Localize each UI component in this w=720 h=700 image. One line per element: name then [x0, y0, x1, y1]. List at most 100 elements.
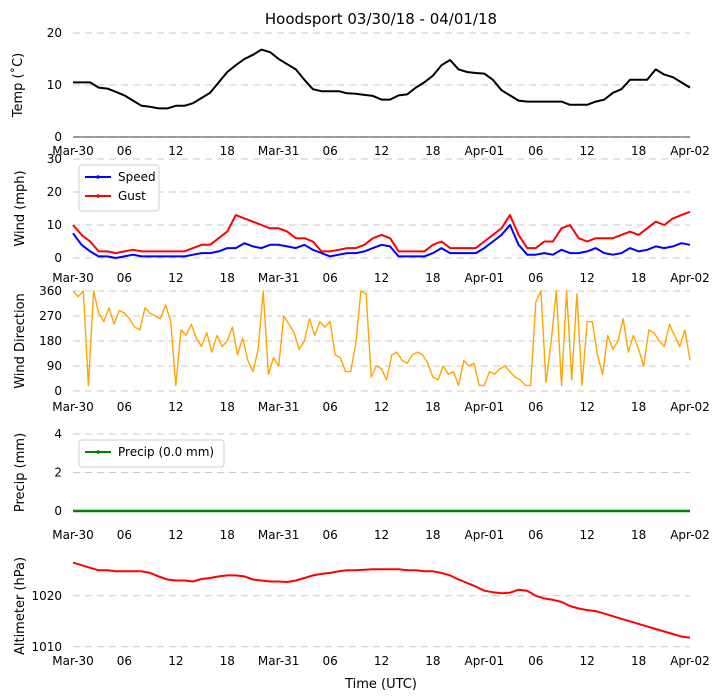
dir-x-tick-label: 18 [220, 400, 235, 414]
temp-y-tick-label: 10 [47, 78, 62, 92]
wind-y-tick-label: 10 [47, 218, 62, 232]
wind-legend-marker [96, 194, 100, 198]
precip-x-tick-label: Apr-02 [670, 528, 710, 542]
dir-x-tick-label: 06 [528, 400, 543, 414]
dir-x-tick-label: Apr-01 [465, 400, 505, 414]
dir-y-tick-label: 90 [47, 359, 62, 373]
wind-legend-label: Speed [118, 170, 156, 184]
temp-x-tick-label: 18 [631, 144, 646, 158]
temp-x-tick-label: 06 [528, 144, 543, 158]
dir-x-tick-label: 18 [425, 400, 440, 414]
wind-x-tick-label: Mar-30 [52, 271, 93, 285]
wind-legend-label: Gust [118, 189, 146, 203]
precip-legend-label: Precip (0.0 mm) [118, 445, 214, 459]
precip-y-tick-label: 4 [54, 427, 62, 441]
temp-x-tick-label: Mar-30 [52, 144, 93, 158]
temp-panel: 0 10 20 Temp (˚C) Mar-30 06 12 18 Mar-31 06 12 18 Ap… [10, 26, 710, 158]
temp-x-tick-label: Apr-02 [670, 144, 710, 158]
dir-y-tick-label: 0 [54, 384, 62, 398]
alt-series-line-alt [72, 561, 691, 639]
wind-panel: 0 10 20 30 Wind (mph) Mar-30 06 12 18 Mar-31 06 12 1… [13, 152, 710, 285]
precip-legend-box [78, 439, 225, 468]
temp-y-tick-label: 20 [47, 26, 62, 40]
dir-y-tick-label: 360 [39, 284, 62, 298]
alt-x-tick-label: 12 [374, 654, 389, 668]
precip-x-tick-label: 18 [631, 528, 646, 542]
wind-x-tick-label: Mar-31 [258, 271, 299, 285]
wind-x-tick-label: Apr-01 [465, 271, 505, 285]
dir-x-tick-label: 18 [631, 400, 646, 414]
alt-x-tick-label: 18 [425, 654, 440, 668]
dir-y-axis-label: Wind Direction [13, 293, 28, 389]
alt-y-axis-label: Altimeter (hPa) [13, 557, 28, 655]
precip-legend-marker [96, 450, 100, 454]
dir-series-line-dir [72, 290, 691, 387]
dir-x-tick-label: 06 [322, 400, 337, 414]
dir-x-tick-label: 12 [580, 400, 595, 414]
alt-x-tick-label: Apr-01 [465, 654, 505, 668]
precip-x-tick-label: Apr-01 [465, 528, 505, 542]
wind-x-tick-label: 06 [322, 271, 337, 285]
alt-x-tick-label: 06 [322, 654, 337, 668]
dir-x-tick-label: 12 [168, 400, 183, 414]
alt-x-tick-label: 12 [580, 654, 595, 668]
wind-y-tick-label: 30 [47, 152, 62, 166]
temp-x-tick-label: 06 [117, 144, 132, 158]
precip-x-tick-label: 12 [168, 528, 183, 542]
wind-legend-marker [96, 175, 100, 179]
precip-x-tick-label: 06 [322, 528, 337, 542]
alt-x-tick-label: 18 [220, 654, 235, 668]
alt-x-tick-label: 18 [631, 654, 646, 668]
dir-x-tick-label: 06 [117, 400, 132, 414]
dir-y-tick-label: 270 [39, 309, 62, 323]
wind-x-tick-label: 18 [220, 271, 235, 285]
temp-x-tick-label: 18 [220, 144, 235, 158]
temp-x-tick-label: Mar-31 [258, 144, 299, 158]
wind-x-tick-label: 12 [374, 271, 389, 285]
wind-y-axis-label: Wind (mph) [13, 170, 28, 246]
temp-y-tick-label: 0 [54, 130, 62, 144]
alt-y-tick-label: 1010 [31, 640, 62, 654]
wind-x-tick-label: 18 [425, 271, 440, 285]
precip-y-axis-label: Precip (mm) [13, 433, 28, 512]
dir-panel: 0 90 180 270 360 Wind Direction Mar-30 06 12 18 Ma… [13, 284, 710, 414]
alt-x-tick-label: Mar-31 [258, 654, 299, 668]
temp-x-tick-label: 12 [374, 144, 389, 158]
alt-x-tick-label: Apr-02 [670, 654, 710, 668]
x-axis-label: Time (UTC) [344, 677, 417, 692]
precip-x-tick-label: 12 [580, 528, 595, 542]
dir-y-tick-label: 180 [39, 334, 62, 348]
precip-x-tick-label: 06 [117, 528, 132, 542]
precip-panel: 0 2 4 Precip (mm) Mar-30 06 12 18 Mar-31 06 12 18 Ap… [13, 427, 710, 542]
precip-y-tick-label: 0 [54, 504, 62, 518]
temp-series-line-temp [73, 48, 691, 110]
wind-series-line-speed [72, 224, 691, 259]
precip-y-tick-label: 2 [54, 466, 62, 480]
figure-title: Hoodsport 03/30/18 - 04/01/18 [265, 10, 497, 28]
wind-x-tick-label: 06 [528, 271, 543, 285]
wind-x-tick-label: 12 [580, 271, 595, 285]
temp-x-tick-label: 06 [322, 144, 337, 158]
temp-x-tick-label: 18 [425, 144, 440, 158]
wind-x-tick-label: Apr-02 [670, 271, 710, 285]
wind-x-tick-label: 12 [168, 271, 183, 285]
precip-x-tick-label: Mar-31 [258, 528, 299, 542]
wind-x-tick-label: 18 [631, 271, 646, 285]
alt-x-tick-label: 12 [168, 654, 183, 668]
alt-x-tick-label: 06 [528, 654, 543, 668]
precip-x-tick-label: 18 [220, 528, 235, 542]
precip-x-tick-label: 06 [528, 528, 543, 542]
alt-x-tick-label: Mar-30 [52, 654, 93, 668]
dir-x-tick-label: Apr-02 [670, 400, 710, 414]
dir-x-tick-label: Mar-31 [258, 400, 299, 414]
temp-x-tick-label: 12 [580, 144, 595, 158]
wind-series-line-gust [72, 210, 691, 255]
temp-y-axis-label: Temp (˚C) [10, 53, 26, 119]
dir-x-tick-label: 12 [374, 400, 389, 414]
wind-y-tick-label: 0 [54, 251, 62, 265]
alt-y-tick-label: 1020 [31, 589, 62, 603]
precip-x-tick-label: Mar-30 [52, 528, 93, 542]
